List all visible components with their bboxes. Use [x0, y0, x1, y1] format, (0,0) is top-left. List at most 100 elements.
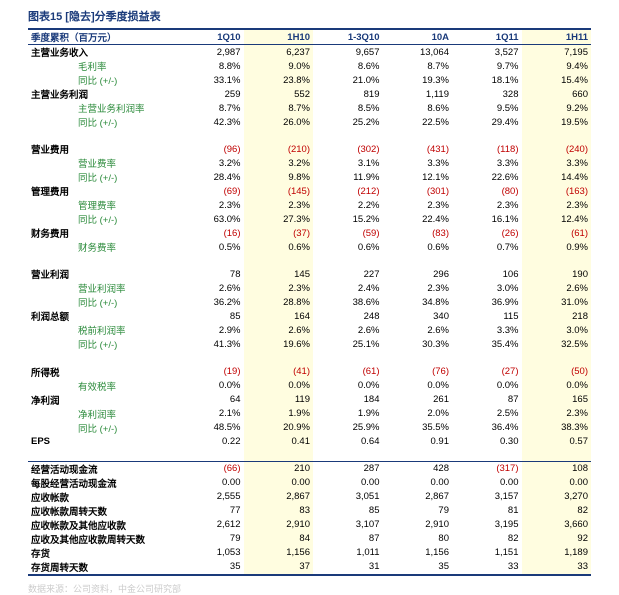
cell-value: 165 [522, 393, 592, 407]
row-label: 主营业务利润 [28, 87, 174, 101]
table-row: 每股经营活动现金流0.000.000.000.000.000.00 [28, 476, 591, 490]
table-row: 应收及其他应收款周转天数798487808292 [28, 532, 591, 546]
table-row: EPS0.220.410.640.910.300.57 [28, 435, 591, 448]
row-label: 应收帐款 [28, 490, 174, 504]
cell-value: 164 [244, 309, 314, 323]
cell-value: 1.9% [313, 407, 383, 421]
cell-value: 2.0% [383, 407, 453, 421]
cell-value: 2.6% [244, 323, 314, 337]
table-row: 主营业务收入2,9876,2379,65713,0643,5277,195 [28, 45, 591, 60]
cell-value: 3,270 [522, 490, 592, 504]
cell-value: 0.00 [383, 476, 453, 490]
row-label: 管理费用 [28, 184, 174, 198]
cell-value: 35.5% [383, 421, 453, 435]
cell-value: 0.9% [522, 240, 592, 254]
cell-value: 8.7% [383, 59, 453, 73]
cell-value: 2.3% [244, 198, 314, 212]
cell-value: (301) [383, 184, 453, 198]
cell-value: 2.5% [452, 407, 522, 421]
cell-value: 2.3% [522, 407, 592, 421]
row-label: 营业利润率 [28, 281, 174, 295]
cell-value: 0.00 [522, 476, 592, 490]
cell-value: (19) [174, 365, 244, 379]
cell-value: 11.9% [313, 170, 383, 184]
table-row [28, 448, 591, 462]
cell-value: 0.64 [313, 435, 383, 448]
table-row: 经营活动现金流(66)210287428(317)108 [28, 461, 591, 476]
cell-value: 0.00 [174, 476, 244, 490]
cell-value: 287 [313, 461, 383, 476]
cell-value: 3.0% [522, 323, 592, 337]
cell-value: 84 [244, 532, 314, 546]
cell-value: 1,151 [452, 546, 522, 560]
column-header: 1Q11 [452, 29, 522, 45]
row-label: 同比 (+/-) [28, 421, 174, 435]
row-label: 毛利率 [28, 59, 174, 73]
cell-value: (50) [522, 365, 592, 379]
table-row: 同比 (+/-)28.4%9.8%11.9%12.1%22.6%14.4% [28, 170, 591, 184]
cell-value: 259 [174, 87, 244, 101]
row-label: 营业费率 [28, 156, 174, 170]
cell-value: (59) [313, 226, 383, 240]
cell-value: 12.4% [522, 212, 592, 226]
cell-value: 16.1% [452, 212, 522, 226]
cell-value: 115 [452, 309, 522, 323]
cell-value: (37) [244, 226, 314, 240]
cell-value: 2,867 [244, 490, 314, 504]
table-row: 营业利润率2.6%2.3%2.4%2.3%3.0%2.6% [28, 281, 591, 295]
cell-value: 2.4% [313, 281, 383, 295]
cell-value: 41.3% [174, 337, 244, 351]
row-label: 经营活动现金流 [28, 461, 174, 476]
cell-value: 0.91 [383, 435, 453, 448]
row-label [28, 129, 174, 142]
cell-value: 0.0% [313, 379, 383, 393]
cell-value: 34.8% [383, 295, 453, 309]
table-row [28, 129, 591, 142]
table-row: 应收帐款及其他应收款2,6122,9103,1072,9103,1953,660 [28, 518, 591, 532]
cell-value: 8.5% [313, 101, 383, 115]
cell-value: 2.3% [452, 198, 522, 212]
cell-value: 0.00 [452, 476, 522, 490]
row-label: 主营业务利润率 [28, 101, 174, 115]
cell-value: 1,053 [174, 546, 244, 560]
cell-value: 184 [313, 393, 383, 407]
cell-value: 108 [522, 461, 592, 476]
cell-value: 3.2% [244, 156, 314, 170]
cell-value: 190 [522, 267, 592, 281]
cell-value: 328 [452, 87, 522, 101]
cell-value: 31 [313, 560, 383, 575]
cell-value: 1,119 [383, 87, 453, 101]
cell-value: 15.4% [522, 73, 592, 87]
cell-value: 35 [383, 560, 453, 575]
table-row: 同比 (+/-)36.2%28.8%38.6%34.8%36.9%31.0% [28, 295, 591, 309]
cell-value: 428 [383, 461, 453, 476]
cell-value: 2.2% [313, 198, 383, 212]
cell-value: 9.0% [244, 59, 314, 73]
cell-value: (66) [174, 461, 244, 476]
column-header: 1-3Q10 [313, 29, 383, 45]
cell-value: 9.4% [522, 59, 592, 73]
cell-value: 28.8% [244, 295, 314, 309]
cell-value: 2.6% [313, 323, 383, 337]
cell-value: 1,011 [313, 546, 383, 560]
cell-value: 3,157 [452, 490, 522, 504]
cell-value: 27.3% [244, 212, 314, 226]
cell-value: (69) [174, 184, 244, 198]
row-label: 同比 (+/-) [28, 212, 174, 226]
cell-value: (96) [174, 142, 244, 156]
cell-value: 33 [522, 560, 592, 575]
table-row: 净利润6411918426187165 [28, 393, 591, 407]
cell-value: (431) [383, 142, 453, 156]
cell-value: 2,910 [244, 518, 314, 532]
cell-value: 0.0% [174, 379, 244, 393]
row-label: 所得税 [28, 365, 174, 379]
table-row: 同比 (+/-)41.3%19.6%25.1%30.3%35.4%32.5% [28, 337, 591, 351]
row-label [28, 351, 174, 364]
cell-value: 2,555 [174, 490, 244, 504]
cell-value: 1,156 [383, 546, 453, 560]
table-row: 同比 (+/-)42.3%26.0%25.2%22.5%29.4%19.5% [28, 115, 591, 129]
table-row: 应收帐款2,5552,8673,0512,8673,1573,270 [28, 490, 591, 504]
cell-value: 0.0% [452, 379, 522, 393]
cell-value: 261 [383, 393, 453, 407]
table-row [28, 351, 591, 364]
